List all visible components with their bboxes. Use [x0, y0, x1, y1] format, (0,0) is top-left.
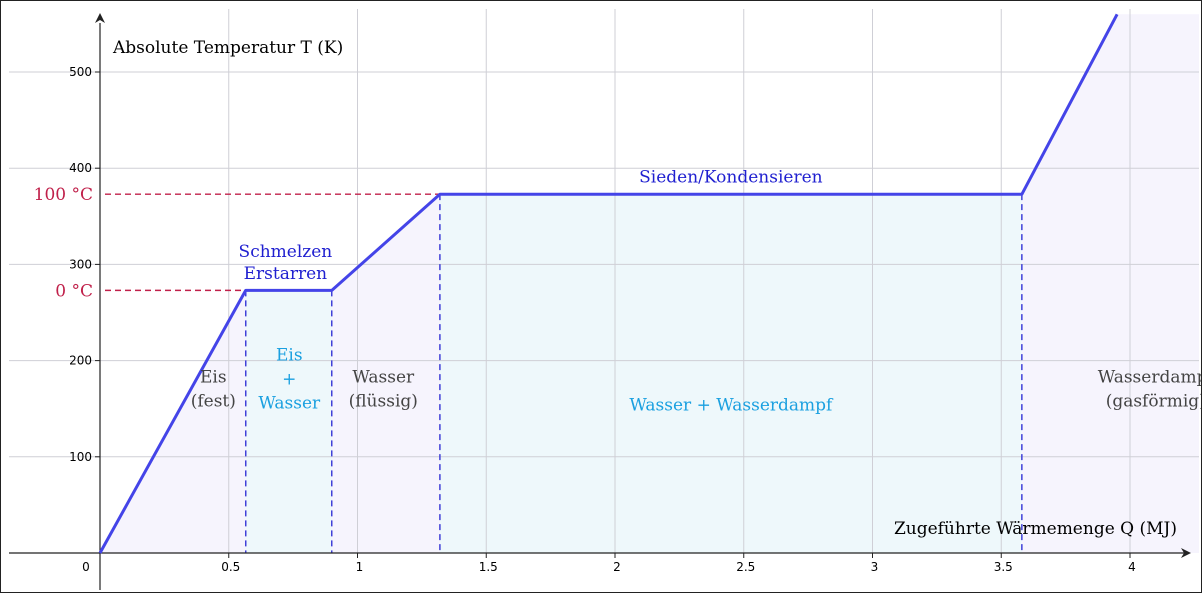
x-tick-label: 0	[82, 560, 90, 574]
x-tick-label: 2.5	[736, 560, 755, 574]
x-tick-label: 3.5	[994, 560, 1013, 574]
phase-label: (fest)	[191, 391, 236, 411]
reference-label: 0 °C	[55, 281, 93, 301]
x-tick-label: 4	[1128, 560, 1136, 574]
y-tick-label: 100	[69, 450, 92, 464]
phase-label: Wasser	[352, 367, 415, 387]
x-tick-label: 1.5	[479, 560, 498, 574]
transition-label: Sieden/Kondensieren	[639, 168, 822, 188]
transition-label: Erstarren	[244, 264, 328, 284]
phase-label: Wasser	[258, 394, 321, 414]
phase-label: Eis	[200, 367, 227, 387]
y-tick-label: 200	[69, 354, 92, 368]
x-axis-arrow	[1181, 548, 1191, 558]
temperature-curve	[98, 13, 1119, 554]
phase-label: Wasser + Wasserdampf	[629, 396, 834, 416]
phase-label: Eis	[276, 346, 303, 366]
phase-label: (flüssig)	[349, 391, 418, 411]
phase-label: Wasserdampf	[1098, 367, 1201, 387]
y-axis-arrow	[95, 13, 105, 23]
reference-label: 100 °C	[34, 185, 93, 205]
y-axis-title: Absolute Temperatur T (K)	[112, 38, 343, 58]
x-tick-label: 0.5	[221, 560, 240, 574]
transition-label: Schmelzen	[239, 242, 333, 262]
boiling-region	[439, 194, 1022, 553]
x-axis-title: Zugeführte Wärmemenge Q (MJ)	[894, 519, 1177, 539]
x-tick-label: 1	[356, 560, 364, 574]
y-tick-label: 500	[69, 65, 92, 79]
x-tick-label: 2	[613, 560, 621, 574]
y-tick-label: 400	[69, 161, 92, 175]
melting-region	[245, 290, 332, 553]
phase-label: +	[282, 370, 296, 390]
phase-label: (gasförmig)	[1106, 391, 1201, 411]
x-tick-label: 3	[871, 560, 879, 574]
y-tick-label: 300	[69, 257, 92, 271]
